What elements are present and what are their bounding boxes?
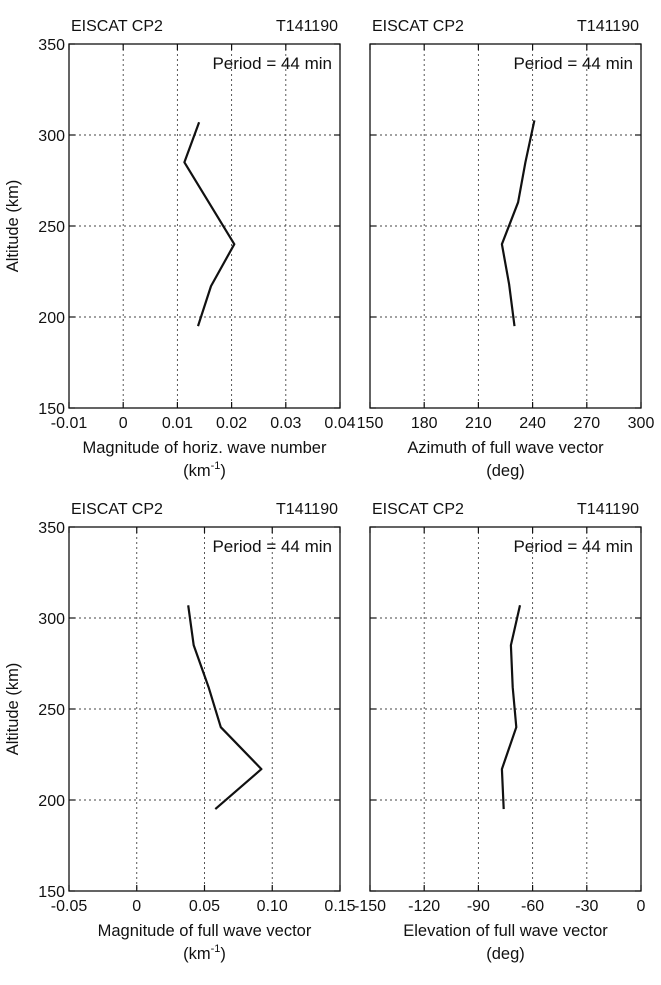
y-tick-label: 300: [38, 611, 65, 628]
x-tick-label: 0.10: [257, 898, 288, 915]
y-tick-label: 150: [38, 884, 65, 901]
header-left: EISCAT CP2: [71, 18, 163, 35]
x-tick-label: -0.05: [51, 898, 88, 915]
x-axis-unit: (deg): [486, 945, 525, 963]
x-tick-label: 0: [637, 898, 646, 915]
period-annotation: Period = 44 min: [212, 54, 332, 73]
header-left: EISCAT CP2: [372, 18, 464, 35]
y-axis-title: Altitude (km): [4, 180, 22, 273]
x-tick-label: 300: [628, 415, 655, 432]
period-annotation: Period = 44 min: [212, 537, 332, 556]
x-tick-label: 150: [357, 415, 384, 432]
x-tick-label: 210: [465, 415, 492, 432]
y-axis-title: Altitude (km): [4, 663, 22, 756]
series-line: [183, 121, 236, 327]
y-tick-label: 200: [38, 310, 65, 327]
series-line: [187, 605, 263, 810]
x-axis-unit: (deg): [486, 462, 525, 480]
x-tick-label: 0.04: [324, 415, 355, 432]
series-line: [500, 120, 536, 327]
x-axis-title: Magnitude of full wave vector: [98, 922, 312, 940]
header-right: T141190: [276, 501, 338, 518]
x-tick-label: -0.01: [51, 415, 88, 432]
x-axis-title: Elevation of full wave vector: [403, 922, 608, 940]
header-left: EISCAT CP2: [71, 501, 163, 518]
chart-panel-4: EISCAT CP2 T141190 Period = 44 min -150 -120…: [354, 501, 646, 963]
header-right: T141190: [577, 501, 639, 518]
y-tick-label: 250: [38, 219, 65, 236]
header-right: T141190: [276, 18, 338, 35]
x-tick-label: 0.02: [216, 415, 247, 432]
x-tick-label: -120: [408, 898, 440, 915]
y-tick-label: 150: [38, 401, 65, 418]
series-line: [500, 605, 522, 810]
x-tick-label: -60: [521, 898, 544, 915]
x-tick-label: 0.03: [270, 415, 301, 432]
x-tick-label: 0.15: [324, 898, 355, 915]
y-tick-label: 350: [38, 37, 65, 54]
x-axis-title: Magnitude of horiz. wave number: [83, 439, 327, 457]
x-tick-label: 0: [119, 415, 128, 432]
y-tick-label: 300: [38, 128, 65, 145]
x-tick-label: 0.05: [189, 898, 220, 915]
x-axis-unit: (km-1): [183, 943, 226, 963]
period-annotation: Period = 44 min: [513, 54, 633, 73]
y-tick-label: 250: [38, 702, 65, 719]
chart-panel-1: EISCAT CP2 T141190 Period = 44 min -0.01 0 0.…: [4, 18, 356, 480]
x-axis-unit: (km-1): [183, 460, 226, 480]
header-left: EISCAT CP2: [372, 501, 464, 518]
chart-panel-2: EISCAT CP2 T141190 Period = 44 min 150 180 21…: [357, 18, 655, 480]
y-tick-label: 350: [38, 520, 65, 537]
x-tick-label: -30: [575, 898, 598, 915]
x-tick-label: -150: [354, 898, 386, 915]
x-tick-label: 180: [411, 415, 438, 432]
period-annotation: Period = 44 min: [513, 537, 633, 556]
x-tick-label: 270: [573, 415, 600, 432]
x-axis-title: Azimuth of full wave vector: [407, 439, 604, 457]
x-tick-label: 0: [132, 898, 141, 915]
y-tick-label: 200: [38, 793, 65, 810]
chart-panel-3: EISCAT CP2 T141190 Period = 44 min -0.05 0 0.…: [4, 501, 356, 963]
header-right: T141190: [577, 18, 639, 35]
x-tick-label: -90: [467, 898, 490, 915]
x-tick-label: 0.01: [162, 415, 193, 432]
x-tick-label: 240: [519, 415, 546, 432]
